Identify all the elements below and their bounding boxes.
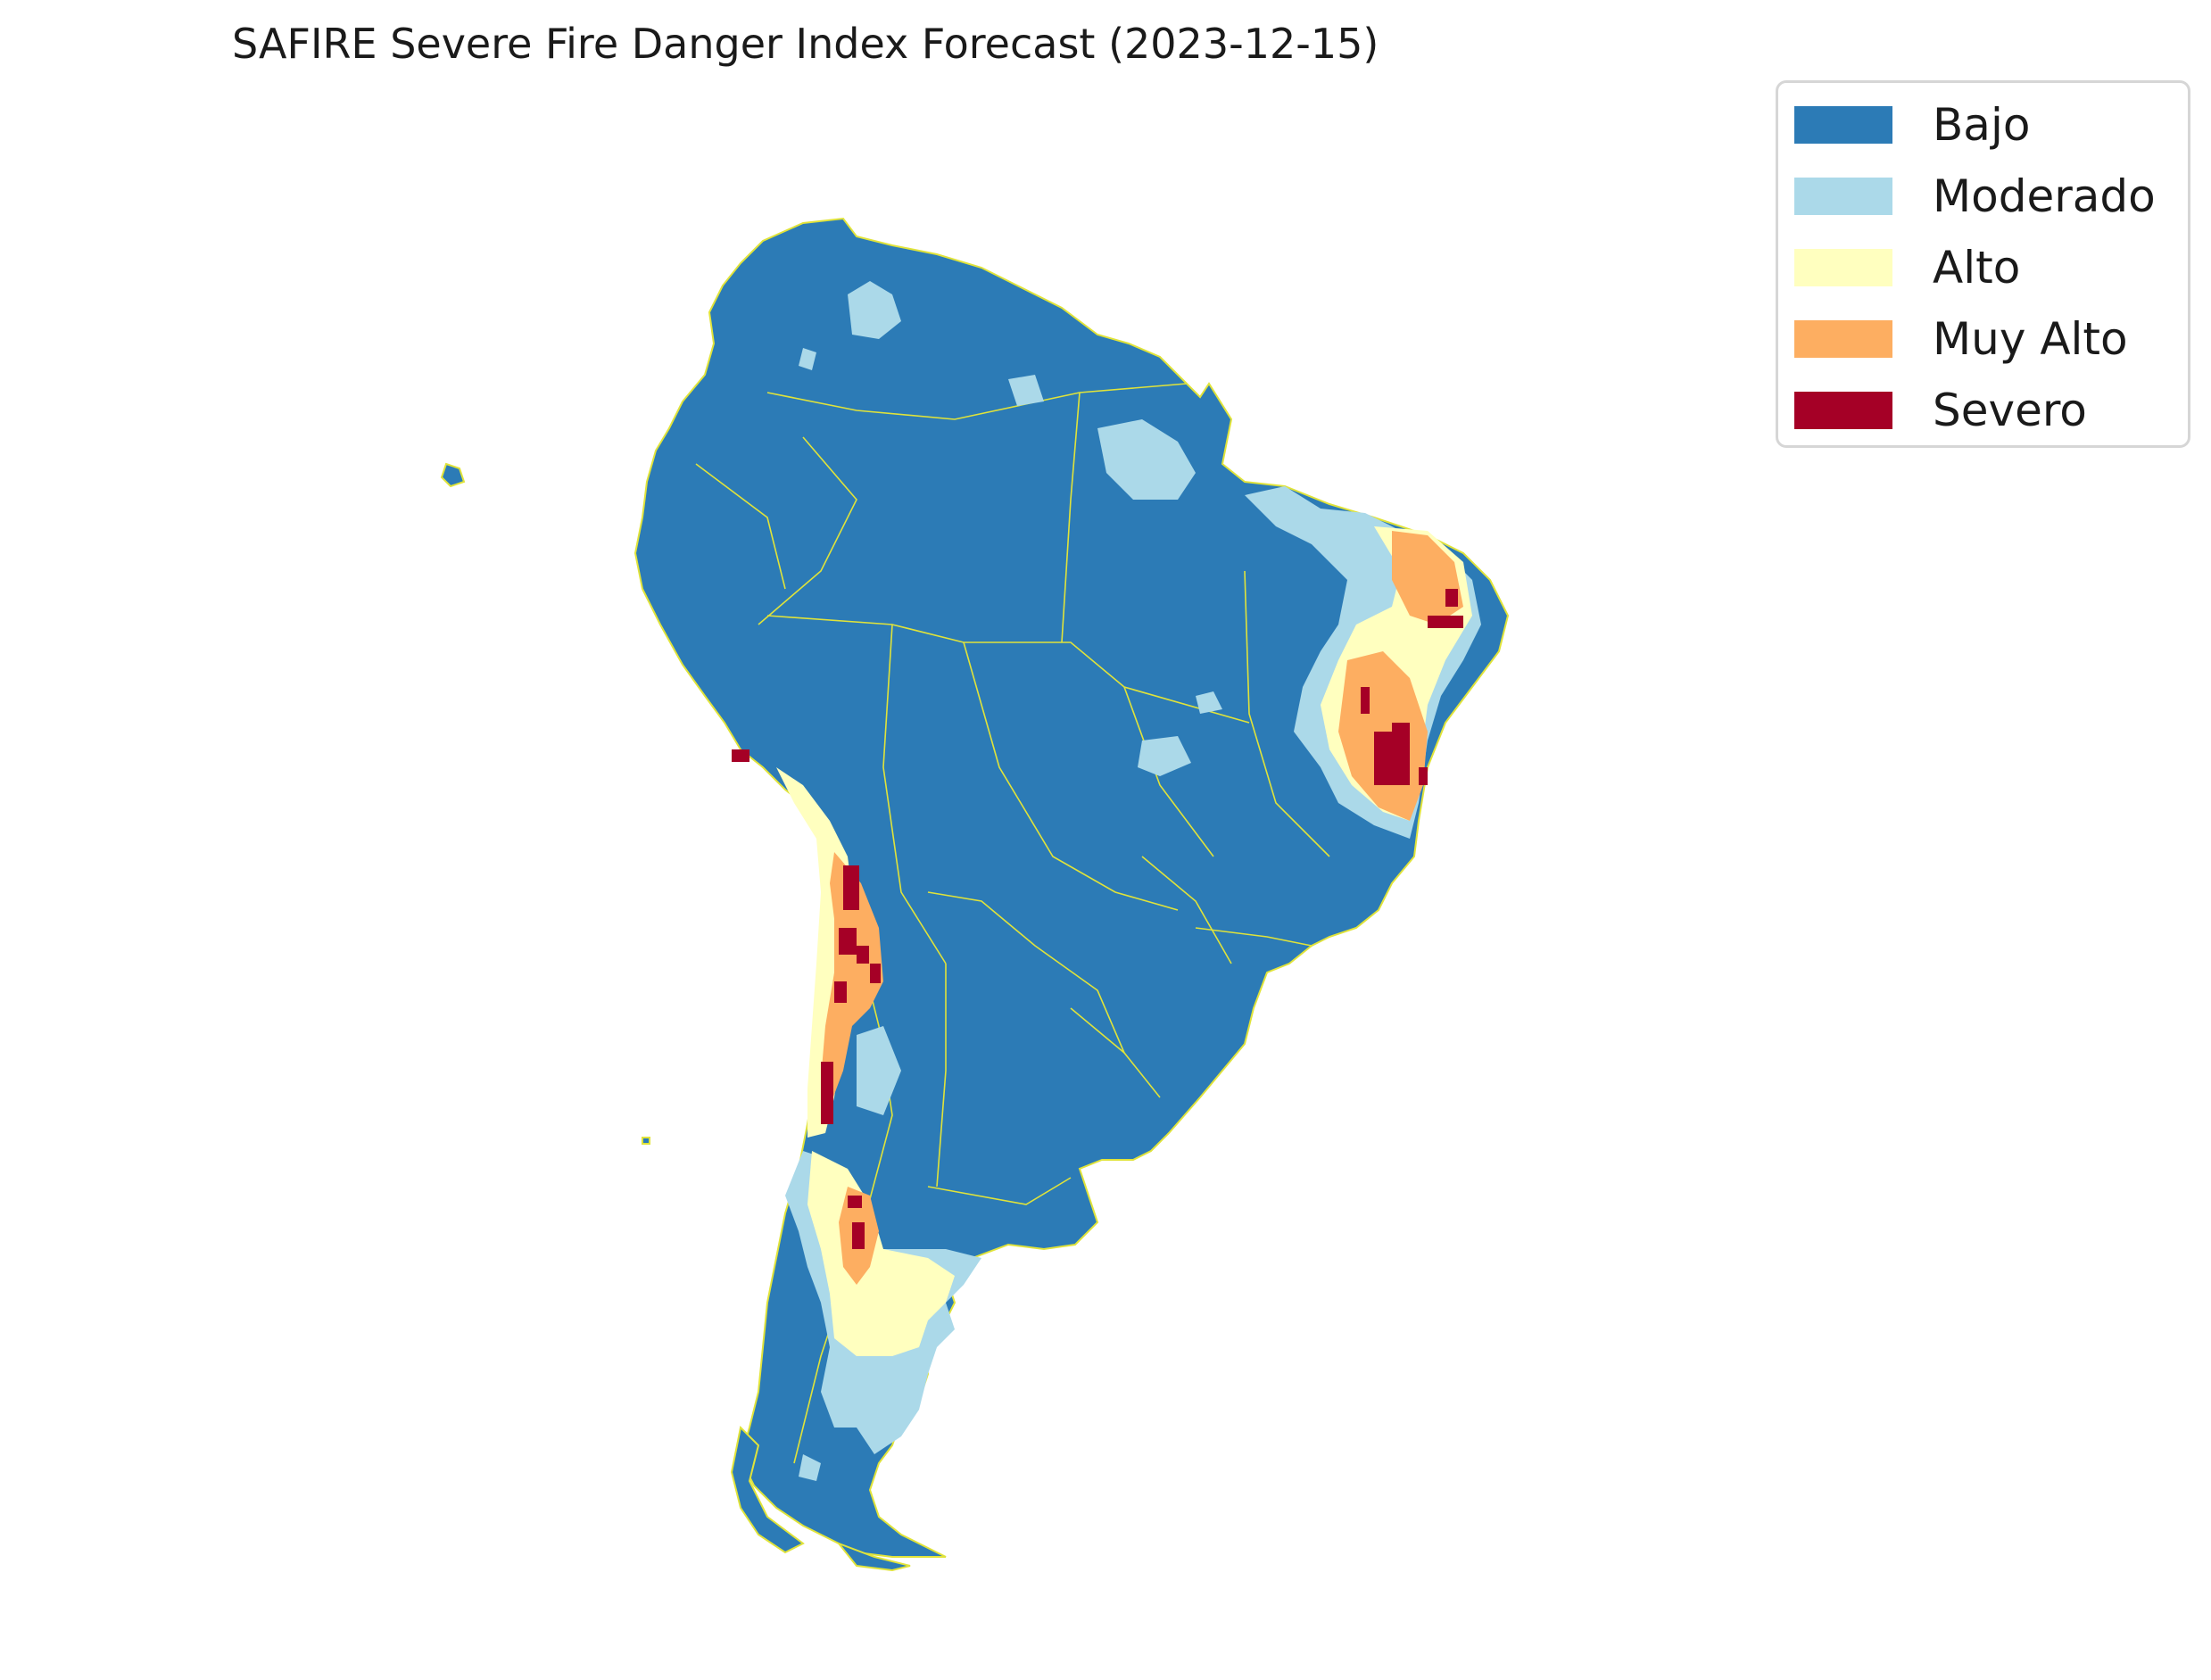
legend-item-bajo: Bajo [1794,99,2030,151]
legend-swatch-alto [1794,249,1892,286]
legend-label: Moderado [1933,170,2156,222]
severo-regions [732,589,1463,1249]
southern-islands [440,462,911,1572]
legend-swatch-severo [1794,392,1892,429]
legend-label: Alto [1933,242,2021,294]
legend-item-alto: Alto [1794,242,2020,294]
legend-label: Muy Alto [1933,313,2128,365]
legend-swatch-moderado [1794,178,1892,215]
legend-swatch-muy-alto [1794,320,1892,358]
map-title: SAFIRE Severe Fire Danger Index Forecast… [232,20,1379,68]
internal-borders [695,383,1330,1464]
continent-south-america [633,217,1510,1558]
legend: Bajo Moderado Alto Muy Alto Severo [1776,80,2190,448]
legend-item-severo: Severo [1794,385,2087,436]
legend-label: Bajo [1933,99,2031,151]
legend-item-muy-alto: Muy Alto [1794,313,2128,365]
legend-label: Severo [1933,385,2087,436]
legend-swatch-bajo [1794,106,1892,144]
legend-item-moderado: Moderado [1794,170,2156,222]
